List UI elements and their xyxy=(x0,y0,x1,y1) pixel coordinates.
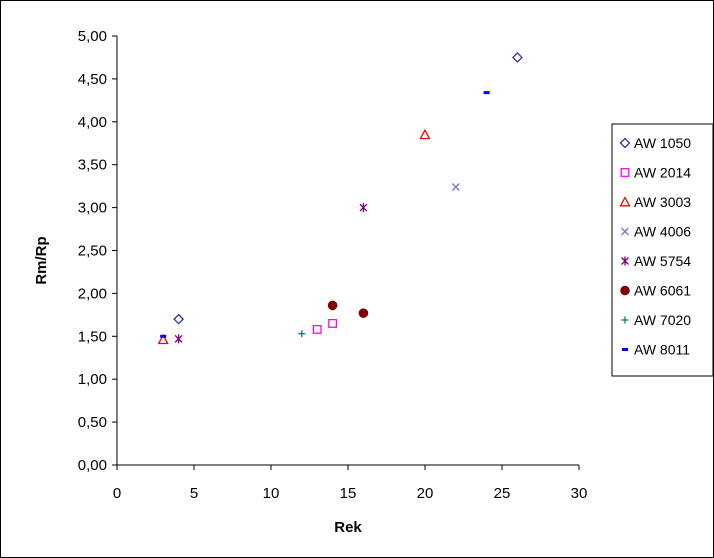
y-tick-label: 4,00 xyxy=(78,114,107,131)
data-point-series-0-1 xyxy=(511,52,523,63)
x-tick-label: 20 xyxy=(417,485,434,502)
legend-marker-6 xyxy=(621,316,629,324)
legend-marker-3 xyxy=(621,227,629,236)
data-point-series-5-1 xyxy=(358,308,369,318)
legend-marker-1 xyxy=(620,168,630,177)
x-tick-label: 25 xyxy=(494,485,511,502)
legend-box xyxy=(611,123,713,377)
y-tick-label: 4,50 xyxy=(78,71,107,88)
y-tick-label: 2,50 xyxy=(78,243,107,260)
legend-marker-5 xyxy=(620,285,630,296)
y-tick-label: 0,00 xyxy=(78,457,107,474)
data-point-series-2-0 xyxy=(157,333,169,345)
legend-marker-2 xyxy=(619,196,631,207)
legend-item-label: AW 8011 xyxy=(634,342,690,358)
data-point-series-3-0 xyxy=(451,183,460,191)
legend-marker-0 xyxy=(619,137,631,149)
axes xyxy=(116,36,579,466)
data-point-series-4-0 xyxy=(174,334,183,344)
y-tick-label: 1,50 xyxy=(78,328,107,345)
data-point-series-1-1 xyxy=(328,318,338,328)
data-point-series-1-0 xyxy=(312,324,322,334)
y-tick-label: 3,00 xyxy=(78,200,107,217)
legend-marker-4 xyxy=(621,256,629,266)
y-tick-label: 3,50 xyxy=(78,157,107,174)
y-tick-label: 0,50 xyxy=(78,414,107,431)
legend-item-label: AW 5754 xyxy=(634,253,691,269)
y-tick-label: 5,00 xyxy=(78,28,107,45)
legend-item-label: AW 2014 xyxy=(634,165,691,181)
x-tick-label: 10 xyxy=(263,485,280,502)
legend-item-label: AW 7020 xyxy=(634,312,691,328)
legend-item-label: AW 1050 xyxy=(634,135,691,151)
axis-ticks: 0,00 0,50 1,00 1,50 2,00 2,50 3,00 3,50 4,00 4,50… xyxy=(78,28,588,502)
data-point-series-2-1 xyxy=(419,128,431,140)
x-tick-label: 0 xyxy=(113,485,121,502)
x-tick-label: 5 xyxy=(190,485,198,502)
data-point-series-0-0 xyxy=(173,313,185,325)
legend: AW 1050 AW 2014 AW 3003 AW 4006 AW 5754 AW 60… xyxy=(611,123,713,377)
data-point-series-5-0 xyxy=(327,300,338,311)
y-tick-label: 1,00 xyxy=(78,371,107,388)
legend-item-label: AW 3003 xyxy=(634,194,691,210)
data-point-series-4-1 xyxy=(359,203,368,213)
data-points xyxy=(157,52,523,345)
data-point-series-6-0 xyxy=(298,330,306,338)
y-axis-label: Rm/Rp xyxy=(33,236,50,284)
x-tick-label: 15 xyxy=(340,485,357,502)
legend-item-label: AW 4006 xyxy=(634,224,691,240)
x-tick-label: 30 xyxy=(571,485,588,502)
y-tick-label: 2,00 xyxy=(78,285,107,302)
x-axis-label: Rek xyxy=(334,519,362,536)
legend-item-label: AW 6061 xyxy=(634,283,691,299)
